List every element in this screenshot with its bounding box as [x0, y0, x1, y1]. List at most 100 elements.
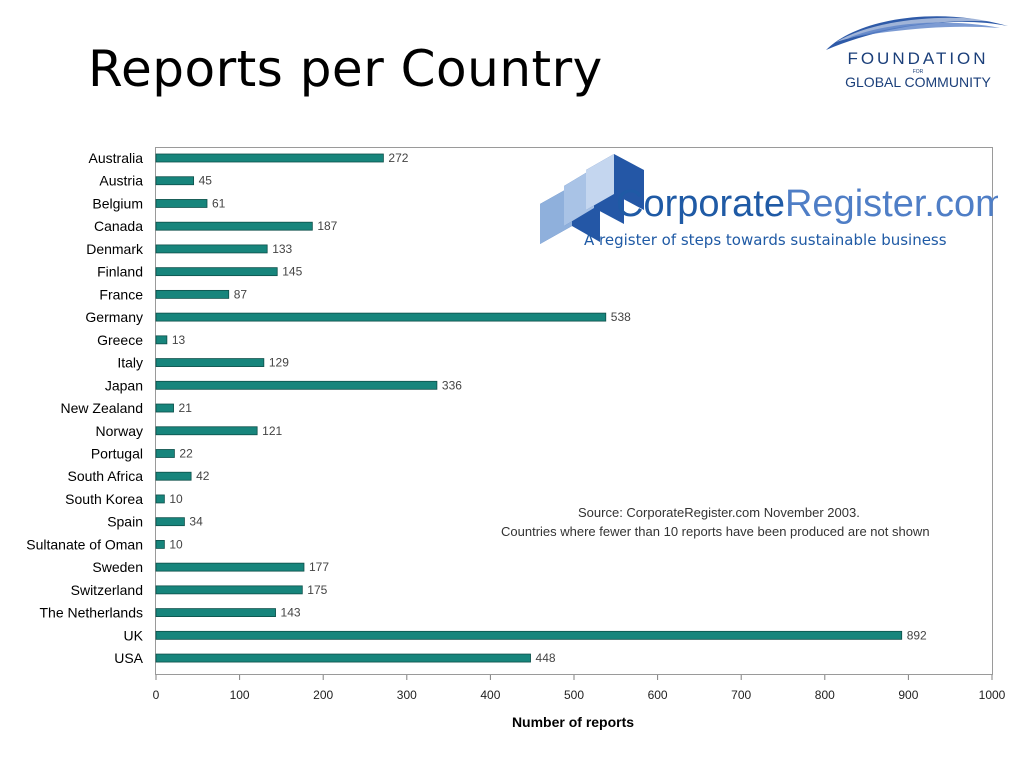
value-label-canada: 187: [317, 219, 337, 233]
value-label-germany: 538: [611, 310, 631, 324]
bar-denmark: [155, 244, 268, 254]
caveat-note: Countries where fewer than 10 reports ha…: [501, 524, 930, 539]
category-label-south-korea: South Korea: [65, 491, 143, 507]
source-note: Source: CorporateRegister.com November 2…: [578, 505, 860, 520]
category-labels: Australia Austria Belgium Canada Denmark Finl…: [26, 150, 144, 666]
category-label-spain: Spain: [107, 514, 143, 530]
bar-portugal: [155, 449, 175, 458]
category-label-australia: Australia: [89, 150, 144, 166]
bar-france: [155, 289, 230, 299]
bar-switzerland: [155, 585, 303, 595]
plot-area: [155, 147, 993, 675]
category-label-sweden: Sweden: [92, 559, 143, 575]
bar-the-netherlands: [155, 608, 276, 617]
category-label-germany: Germany: [85, 309, 143, 325]
value-label-denmark: 133: [272, 242, 292, 256]
category-label-italy: Italy: [117, 355, 143, 371]
corporate-register-logo: CorporateRegister.com A register of step…: [540, 154, 998, 249]
category-label-finland: Finland: [97, 264, 143, 280]
bar-italy: [155, 358, 265, 367]
x-tick-label-800: 800: [815, 688, 835, 702]
bar-south-korea: [155, 494, 165, 504]
cr-tagline: A register of steps towards sustainable …: [584, 231, 947, 249]
bars: [155, 153, 903, 663]
value-label-new-zealand: 21: [179, 401, 193, 415]
bar-japan: [155, 380, 438, 390]
fgc-line1: FOUNDATION: [847, 49, 988, 68]
x-tick-label-300: 300: [397, 688, 417, 702]
swoosh-icon: [826, 16, 1008, 50]
category-label-france: France: [99, 286, 143, 302]
category-label-new-zealand: New Zealand: [61, 400, 144, 416]
cr-name-light: Register.com: [785, 183, 998, 225]
category-label-canada: Canada: [94, 218, 143, 234]
category-label-switzerland: Switzerland: [71, 582, 143, 598]
x-tick-label-700: 700: [731, 688, 751, 702]
value-label-spain: 34: [189, 515, 203, 529]
category-label-the-netherlands: The Netherlands: [39, 605, 143, 621]
category-label-south-africa: South Africa: [68, 468, 144, 484]
slide-title: Reports per Country: [88, 40, 603, 98]
value-label-france: 87: [234, 287, 248, 301]
bar-norway: [155, 426, 258, 436]
x-tick-label-0: 0: [153, 688, 160, 702]
category-label-belgium: Belgium: [92, 195, 143, 211]
category-label-austria: Austria: [99, 173, 143, 189]
x-tick-label-500: 500: [564, 688, 584, 702]
value-label-finland: 145: [282, 265, 302, 279]
x-tick-label-400: 400: [480, 688, 500, 702]
value-label-australia: 272: [388, 151, 408, 165]
bar-austria: [155, 176, 195, 186]
value-label-austria: 45: [199, 174, 213, 188]
bar-belgium: [155, 199, 208, 208]
x-tick-label-100: 100: [230, 688, 250, 702]
x-tick-label-200: 200: [313, 688, 333, 702]
category-label-greece: Greece: [97, 332, 143, 348]
value-label-switzerland: 175: [307, 583, 327, 597]
steps-icon: [540, 154, 644, 244]
value-label-sultanate-of-oman: 10: [169, 537, 183, 551]
svg-text:CorporateRegister.com: CorporateRegister.com: [616, 183, 998, 225]
category-label-portugal: Portugal: [91, 445, 143, 461]
x-axis-ticks: 0 100 200 300 400 500 600 700 800 900 1000: [153, 675, 1006, 702]
value-label-italy: 129: [269, 356, 289, 370]
foundation-logo: FOUNDATION FOR GLOBAL COMMUNITY: [826, 16, 1008, 90]
bar-canada: [155, 221, 313, 231]
x-tick-label-600: 600: [648, 688, 668, 702]
bar-australia: [155, 153, 384, 163]
value-label-south-africa: 42: [196, 469, 210, 483]
bar-sultanate-of-oman: [155, 540, 165, 549]
value-label-uk: 892: [907, 628, 927, 642]
value-label-norway: 121: [262, 424, 282, 438]
category-label-usa: USA: [114, 650, 143, 666]
bar-uk: [155, 630, 903, 640]
category-label-japan: Japan: [105, 377, 143, 393]
bar-usa: [155, 653, 531, 663]
cr-name-dark: Corporate: [616, 183, 785, 225]
x-tick-label-1000: 1000: [979, 688, 1006, 702]
value-label-usa: 448: [536, 651, 556, 665]
value-label-japan: 336: [442, 378, 462, 392]
bar-new-zealand: [155, 403, 174, 413]
value-label-sweden: 177: [309, 560, 329, 574]
value-label-greece: 13: [172, 333, 186, 347]
value-label-south-korea: 10: [169, 492, 183, 506]
x-tick-label-900: 900: [898, 688, 918, 702]
value-label-belgium: 61: [212, 196, 226, 210]
category-label-denmark: Denmark: [86, 241, 144, 257]
bar-greece: [155, 335, 168, 345]
x-axis-title: Number of reports: [512, 714, 634, 730]
fgc-line2: FOR: [913, 69, 924, 75]
bar-spain: [155, 517, 185, 527]
bar-germany: [155, 312, 607, 322]
category-label-sultanate-of-oman: Sultanate of Oman: [26, 536, 143, 552]
fgc-line3: GLOBAL COMMUNITY: [845, 74, 991, 90]
bar-finland: [155, 267, 278, 277]
category-label-uk: UK: [124, 627, 144, 643]
value-label-the-netherlands: 143: [281, 606, 301, 620]
value-label-portugal: 22: [179, 446, 193, 460]
category-label-norway: Norway: [96, 423, 143, 439]
bar-sweden: [155, 562, 305, 572]
